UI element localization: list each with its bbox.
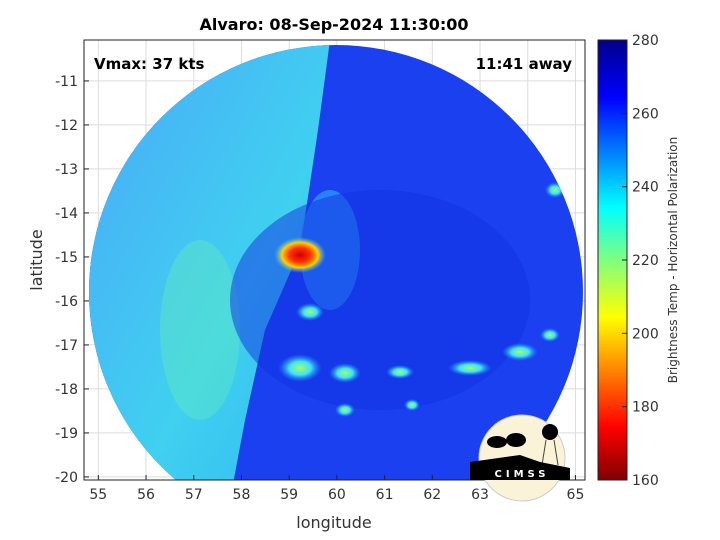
- y-tick-label: -20: [55, 470, 78, 486]
- x-tick-label: 58: [233, 487, 251, 503]
- x-tick-label: 60: [328, 487, 346, 503]
- rainband-mark: [540, 328, 560, 342]
- away-annotation: 11:41 away: [476, 55, 573, 73]
- colorbar-tick-label: 160: [632, 473, 659, 489]
- y-tick-label: -19: [55, 426, 78, 442]
- axes-frame: [83, 39, 586, 481]
- y-tick-label: -15: [55, 250, 78, 266]
- colorbar-tick-label: 180: [632, 400, 659, 416]
- swath-left-region: [89, 45, 330, 480]
- y-tick-label: -14: [55, 206, 78, 222]
- rainband-mark: [329, 363, 361, 383]
- warm-region: [160, 240, 240, 420]
- water-tower-leg: [541, 439, 547, 466]
- colorbar-label: Brightness Temp - Horizontal Polarizatio…: [666, 137, 680, 384]
- axes: 5556575859606162636465-11-12-13-14-15-16…: [55, 39, 586, 503]
- satellite-dish-icon: [506, 433, 526, 447]
- colorbar-ticks: 160 180 200 220 240 260 280: [622, 33, 659, 489]
- colorbar-tick-label: 220: [632, 253, 659, 269]
- water-tower-leg: [553, 439, 559, 466]
- x-tick-label: 61: [376, 487, 394, 503]
- cold-core-mark: [274, 237, 326, 273]
- x-tick-label: 57: [185, 487, 203, 503]
- colorbar-tick-label: 200: [632, 326, 659, 342]
- colorbar-tick-label: 240: [632, 180, 659, 196]
- x-tick-label: 59: [280, 487, 298, 503]
- chart-title: Alvaro: 08-Sep-2024 11:30:00: [199, 15, 468, 34]
- rainband-mark: [404, 399, 420, 411]
- x-tick-label: 63: [471, 487, 489, 503]
- satellite-dish-icon: [487, 436, 507, 448]
- x-tick-label: 62: [423, 487, 441, 503]
- rainband-mark: [386, 365, 414, 379]
- rainband-mark: [278, 354, 322, 382]
- x-axis-label: longitude: [296, 513, 371, 532]
- y-tick-label: -17: [55, 338, 78, 354]
- rainband-mark: [502, 343, 538, 361]
- y-tick-label: -16: [55, 294, 78, 310]
- x-tick-label: 65: [567, 487, 585, 503]
- cimss-logo: CIMSS: [470, 414, 570, 502]
- vmax-annotation: Vmax: 37 kts: [94, 55, 204, 73]
- cold-region: [230, 190, 530, 410]
- y-tick-label: -18: [55, 382, 78, 398]
- colorbar-tick-label: 280: [632, 33, 659, 49]
- x-tick-label: 55: [89, 487, 107, 503]
- rainband-mark: [335, 403, 355, 417]
- y-tick-label: -12: [55, 118, 78, 134]
- y-axis-label: latitude: [27, 229, 46, 290]
- logo-text: CIMSS: [495, 469, 550, 480]
- rainband-mark: [296, 303, 324, 321]
- x-tick-label: 56: [137, 487, 155, 503]
- y-tick-label: -13: [55, 162, 78, 178]
- building-silhouette: [470, 455, 570, 480]
- colorbar-tick-label: 260: [632, 106, 659, 122]
- heatmap: [89, 45, 583, 480]
- water-tower-icon: [542, 424, 558, 440]
- y-tick-label: -11: [55, 74, 78, 90]
- rainband-mark: [448, 360, 492, 376]
